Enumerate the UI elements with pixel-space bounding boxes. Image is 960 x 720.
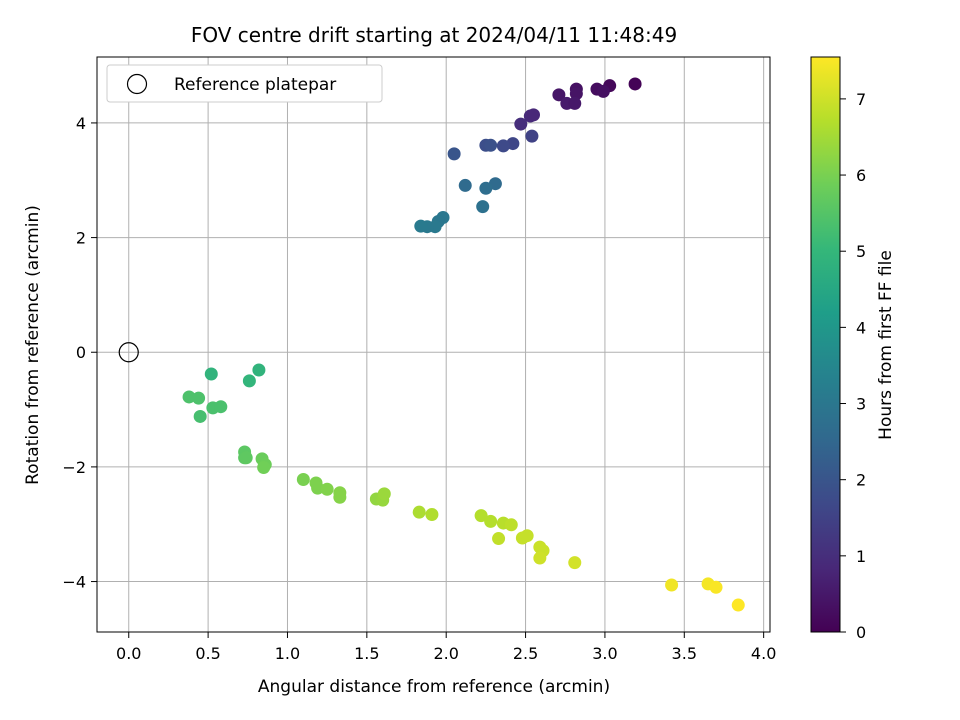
- y-tick-label: 2: [76, 229, 86, 248]
- scatter-point: [665, 578, 679, 592]
- scatter-point: [214, 400, 228, 414]
- scatter-point: [412, 505, 426, 519]
- y-tick-label: −2: [62, 458, 86, 477]
- scatter-point: [377, 487, 391, 501]
- scatter-point: [296, 473, 310, 487]
- colorbar-tick-label: 2: [856, 471, 866, 490]
- scatter-point: [311, 481, 325, 495]
- scatter-point: [257, 460, 271, 474]
- x-tick-label: 2.0: [433, 644, 458, 663]
- scatter-point: [533, 551, 547, 565]
- scatter-point: [458, 178, 472, 192]
- scatter-point: [514, 117, 528, 131]
- x-tick-label: 1.5: [354, 644, 379, 663]
- colorbar-tick-label: 7: [856, 90, 866, 109]
- scatter-point: [320, 482, 334, 496]
- scatter-point: [628, 77, 642, 91]
- x-tick-label: 0.5: [195, 644, 220, 663]
- colorbar-tick-label: 4: [856, 318, 866, 337]
- scatter-point: [731, 598, 745, 612]
- reference-platepar-marker: [118, 342, 139, 363]
- y-tick-label: 0: [76, 343, 86, 362]
- legend-entry-reference-platepar: Reference platepar: [174, 75, 336, 95]
- scatter-point: [192, 391, 206, 405]
- scatter-point: [709, 580, 723, 594]
- colorbar-tick-label: 3: [856, 395, 866, 414]
- scatter-point: [484, 138, 498, 152]
- colorbar-label: Hours from first FF file: [876, 250, 896, 440]
- colorbar-strip: [810, 56, 841, 633]
- x-tick-label: 0.0: [116, 644, 141, 663]
- colorbar: 0 1 2 3 4 5 6 7 Hours from first FF file: [810, 56, 896, 642]
- scatter-points: [182, 77, 745, 612]
- legend-box: [106, 64, 383, 103]
- x-axis-ticks: 0.0 0.5 1.0 1.5 2.0 2.5 3.0 3.5 4.0: [116, 632, 776, 663]
- colorbar-tick-label: 1: [856, 547, 866, 566]
- scatter-point: [520, 529, 534, 543]
- scatter-point: [479, 181, 493, 195]
- x-tick-label: 3.0: [592, 644, 617, 663]
- scatter-point: [525, 129, 539, 143]
- reference-marker-layer: [118, 342, 139, 363]
- scatter-point: [492, 532, 506, 546]
- scatter-point: [474, 509, 488, 523]
- scatter-point: [484, 514, 498, 528]
- colorbar-ticks: 0 1 2 3 4 5 6 7: [840, 90, 866, 642]
- scatter-point: [193, 409, 207, 423]
- scatter-point: [504, 518, 518, 532]
- y-tick-label: 4: [76, 114, 86, 133]
- plot-frame: [96, 56, 771, 633]
- scatter-point: [333, 490, 347, 504]
- x-tick-label: 1.0: [275, 644, 300, 663]
- y-axis-label: Rotation from reference (arcmin): [23, 205, 43, 485]
- colorbar-tick-label: 0: [856, 623, 866, 642]
- scatter-point: [182, 390, 196, 404]
- x-tick-label: 3.5: [672, 644, 697, 663]
- grid-lines: [97, 57, 770, 632]
- x-axis-label: Angular distance from reference (arcmin): [258, 677, 610, 697]
- legend-marker-icon: [126, 73, 148, 95]
- x-tick-label: 2.5: [513, 644, 538, 663]
- scatter-point: [476, 200, 490, 214]
- scatter-point: [242, 374, 256, 388]
- y-axis-ticks: −4 −2 0 2 4: [62, 114, 97, 592]
- colorbar-tick-label: 6: [856, 166, 866, 185]
- legend: Reference platepar: [106, 64, 383, 103]
- x-tick-label: 4.0: [751, 644, 776, 663]
- scatter-point: [252, 363, 266, 377]
- scatter-point: [447, 147, 461, 161]
- scatter-point: [568, 96, 582, 110]
- chart-title: FOV centre drift starting at 2024/04/11 …: [191, 23, 677, 47]
- scatter-point: [568, 556, 582, 570]
- y-tick-label: −4: [62, 573, 86, 592]
- scatter-point: [596, 84, 610, 98]
- scatter-point: [496, 139, 510, 153]
- scatter-point: [569, 87, 583, 101]
- scatter-point: [425, 507, 439, 521]
- colorbar-tick-label: 5: [856, 242, 866, 261]
- scatter-point: [552, 88, 566, 102]
- scatter-point: [526, 108, 540, 122]
- scatter-point: [414, 219, 428, 233]
- scatter-point: [239, 451, 253, 465]
- scatter-point: [204, 367, 218, 381]
